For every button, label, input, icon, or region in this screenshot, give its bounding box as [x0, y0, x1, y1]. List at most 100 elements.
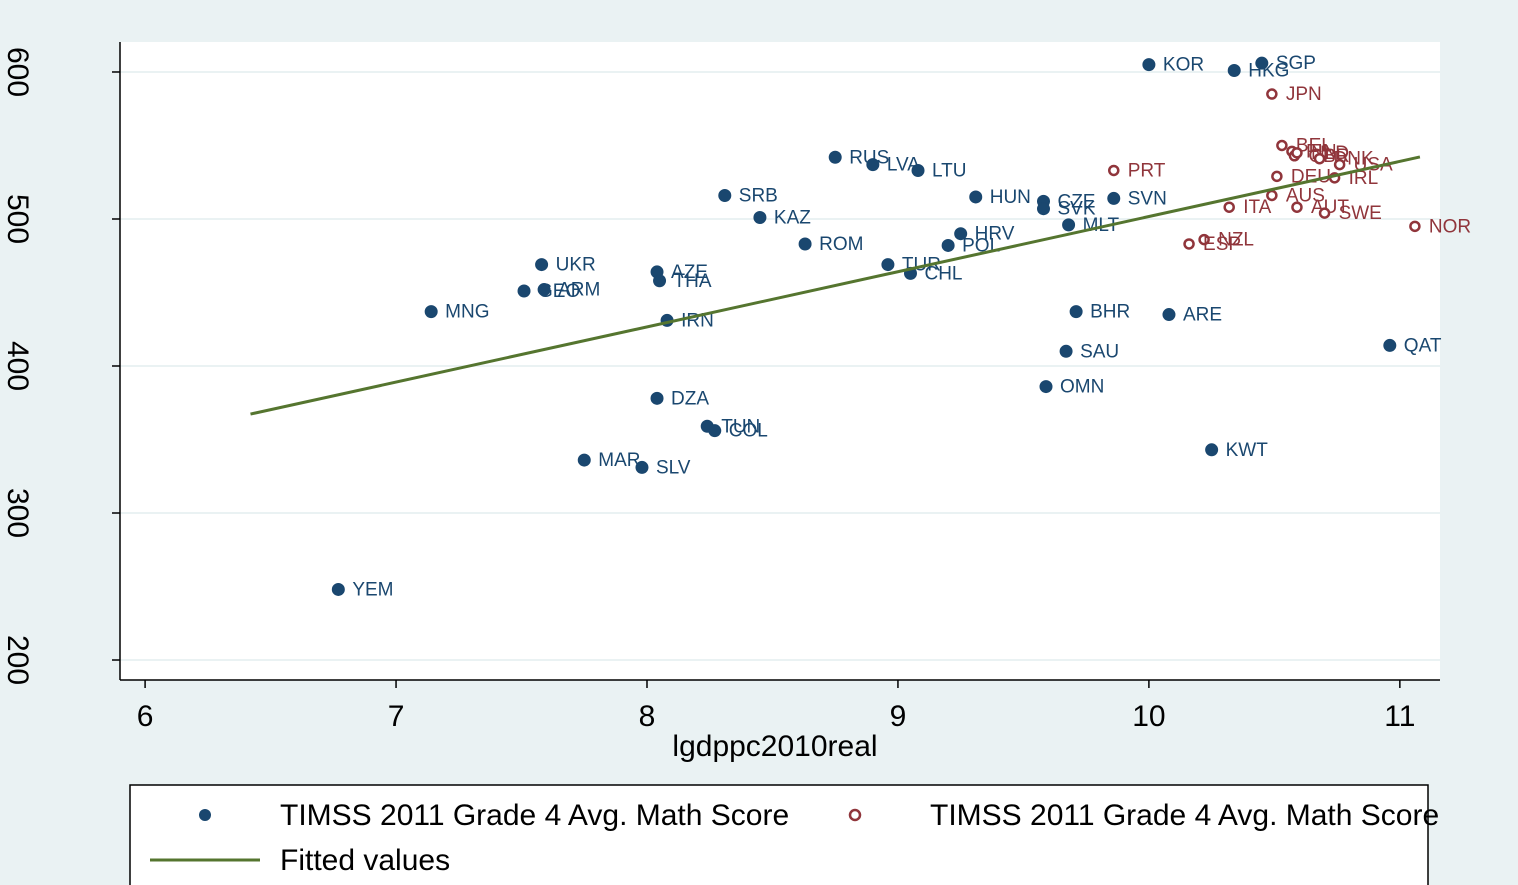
point-label: TUN [721, 416, 760, 437]
y-tick-label: 600 [1, 47, 34, 97]
x-tick-label: 8 [639, 700, 656, 733]
x-tick-label: 9 [890, 700, 907, 733]
point-label: AUS [1286, 185, 1325, 206]
point-label: ARE [1183, 305, 1222, 326]
point-label: CZE [1057, 191, 1095, 212]
point-label: SGP [1276, 53, 1316, 74]
point [881, 258, 895, 272]
point [1062, 218, 1076, 232]
point-label: KOR [1163, 55, 1204, 76]
point [1142, 58, 1156, 72]
point [1107, 191, 1121, 205]
point-label: CHL [924, 263, 962, 284]
point-label: LTU [932, 160, 966, 181]
point [535, 258, 549, 272]
point-label: MLT [1083, 215, 1120, 236]
point [1318, 207, 1331, 219]
legend-label: Fitted values [280, 844, 450, 877]
point [866, 158, 880, 172]
point-label: HUN [990, 187, 1031, 208]
y-tick-label: 500 [1, 194, 34, 244]
point [1291, 147, 1303, 159]
point [1227, 64, 1241, 78]
point-label: FIN [1306, 141, 1337, 162]
point [911, 163, 925, 177]
point [941, 238, 955, 252]
plot-area [120, 42, 1440, 680]
point-label: IRN [681, 310, 714, 331]
point [708, 424, 722, 438]
point [1162, 308, 1176, 322]
point [1036, 202, 1050, 216]
x-tick-label: 11 [1384, 700, 1415, 733]
point [969, 190, 983, 204]
point-label: SWE [1339, 203, 1382, 224]
point-label: JPN [1286, 84, 1322, 105]
point-label: YEM [352, 579, 393, 600]
point [1266, 88, 1278, 100]
point [1383, 338, 1397, 352]
point-label: BEL [1296, 136, 1332, 157]
point-label: NOR [1429, 216, 1471, 237]
point [1223, 201, 1235, 213]
point-label: OMN [1060, 377, 1104, 398]
x-axis-title: lgdppc2010real [672, 730, 877, 763]
point [635, 460, 649, 474]
point-label: ARM [558, 280, 600, 301]
legend-box [129, 784, 1429, 885]
point-label: HRV [975, 224, 1015, 245]
point-label: COL [729, 421, 768, 442]
point [1183, 238, 1195, 250]
point [1271, 170, 1283, 183]
point-label: ESP [1203, 234, 1241, 255]
point-label: THA [674, 271, 712, 292]
legend-label: TIMSS 2011 Grade 4 Avg. Math Score [280, 799, 789, 832]
point [1255, 56, 1269, 70]
point [331, 582, 345, 596]
point [424, 305, 438, 319]
point [1291, 201, 1303, 213]
point-label: KAZ [774, 208, 811, 229]
point [718, 188, 732, 202]
legend-label: TIMSS 2011 Grade 4 Avg. Math Score [930, 799, 1439, 832]
point-label: GEO [538, 281, 580, 302]
point [517, 284, 531, 298]
point [1276, 139, 1288, 152]
point-label: PRT [1128, 160, 1166, 181]
point-label: AZE [671, 262, 708, 283]
point-label: UKR [556, 255, 596, 276]
point [1333, 158, 1346, 171]
point [954, 227, 968, 241]
point-label: SAU [1080, 341, 1119, 362]
point [650, 391, 664, 405]
point [1198, 233, 1210, 246]
point [1059, 344, 1073, 358]
point-label: ROM [819, 234, 863, 255]
legend-swatch [199, 809, 211, 821]
point [753, 211, 767, 225]
point-label: KWT [1226, 440, 1269, 461]
y-tick-label: 300 [1, 488, 34, 538]
x-tick-label: 6 [137, 700, 154, 733]
point-label: SRB [739, 185, 778, 206]
y-tick-label: 200 [1, 635, 34, 685]
point-label: SLV [656, 457, 691, 478]
point [1039, 380, 1053, 394]
fitted-line [250, 155, 1421, 416]
point [828, 150, 842, 164]
y-tick-label: 400 [1, 341, 34, 391]
point [1205, 443, 1219, 457]
point-label: MNG [445, 302, 489, 323]
point [1069, 305, 1083, 319]
point-label: IRL [1349, 168, 1379, 189]
point [1409, 220, 1421, 233]
point-label: ITA [1243, 197, 1271, 218]
point-label: MAR [598, 450, 640, 471]
x-tick-label: 10 [1132, 700, 1165, 733]
point-label: SVK [1057, 199, 1095, 220]
point-label: DZA [671, 388, 709, 409]
point [1313, 152, 1326, 165]
x-tick-label: 7 [388, 700, 405, 733]
point-label: RUS [849, 147, 889, 168]
